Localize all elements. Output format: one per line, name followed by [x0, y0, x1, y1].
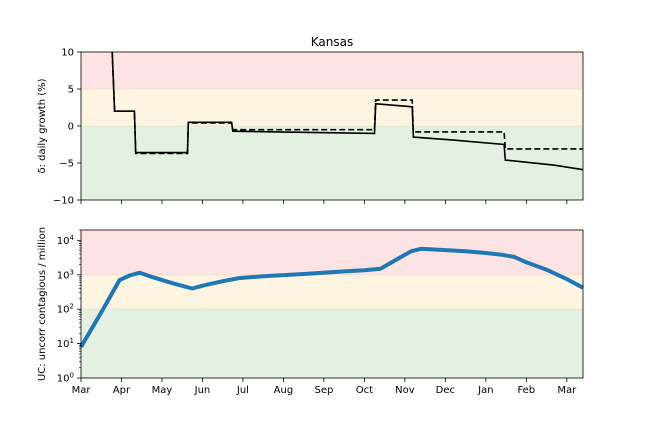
contagious-y-tick-label: 103: [57, 268, 74, 281]
growth-x-ticks: [80, 200, 568, 204]
contagious-line: [79, 246, 584, 348]
contagious-band-0: [81, 230, 583, 275]
month-label: Jan: [477, 385, 493, 396]
growth-y-label: δ: daily growth (%): [37, 78, 48, 173]
contagious-y-tick-label: 102: [57, 303, 74, 316]
growth-y-tick-label: −10: [53, 196, 74, 207]
contagious-series: [79, 246, 584, 348]
contagious-y-tick-label: 104: [57, 234, 75, 247]
contagious-band-2: [81, 309, 583, 378]
contagious-y-label: UC: uncorr contagious / million: [37, 227, 48, 381]
growth-zone-bands: [81, 52, 583, 200]
chart-title: Kansas: [311, 35, 353, 49]
month-label: Mar: [557, 385, 577, 396]
month-label: Aug: [274, 385, 294, 396]
growth-band-2: [81, 126, 583, 200]
month-label: Sep: [314, 385, 333, 396]
growth-band-0: [81, 52, 583, 89]
month-label: Mar: [72, 385, 92, 396]
growth-line-solid: [111, 51, 584, 171]
month-label: May: [152, 385, 173, 396]
contagious-y-axis: 100 101 102 103 104: [57, 229, 81, 385]
contagious-plot-frame: [80, 229, 584, 379]
growth-y-tick-label: −5: [59, 159, 74, 170]
month-label: Dec: [436, 385, 455, 396]
growth-y-tick-label: 5: [68, 85, 74, 96]
contagious-y-tick-label: 100: [57, 372, 74, 385]
growth-y-tick-label: 0: [68, 122, 74, 133]
growth-y-axis: 10 5 0 −5 −10: [53, 48, 81, 207]
growth-panel: 10 5 0 −5 −10 δ: daily growth (%): [37, 48, 584, 207]
contagious-zone-bands: [81, 230, 583, 378]
contagious-panel: 100 101 102 103 104 Mar Apr May Jun Jul Aug Sep Oct…: [37, 227, 584, 396]
month-label: Feb: [517, 385, 535, 396]
growth-y-tick-label: 10: [61, 48, 74, 59]
month-label: Jun: [194, 385, 211, 396]
contagious-y-tick-label: 101: [57, 337, 74, 350]
month-label: Jul: [236, 385, 249, 396]
growth-series: [111, 51, 584, 171]
month-label: Apr: [113, 385, 131, 396]
month-label: Nov: [395, 385, 415, 396]
growth-band-1: [81, 89, 583, 126]
month-axis: Mar Apr May Jun Jul Aug Sep Oct Nov Dec Jan Feb Mar: [72, 378, 577, 396]
growth-line-dashed: [111, 51, 583, 155]
month-label: Oct: [356, 385, 373, 396]
